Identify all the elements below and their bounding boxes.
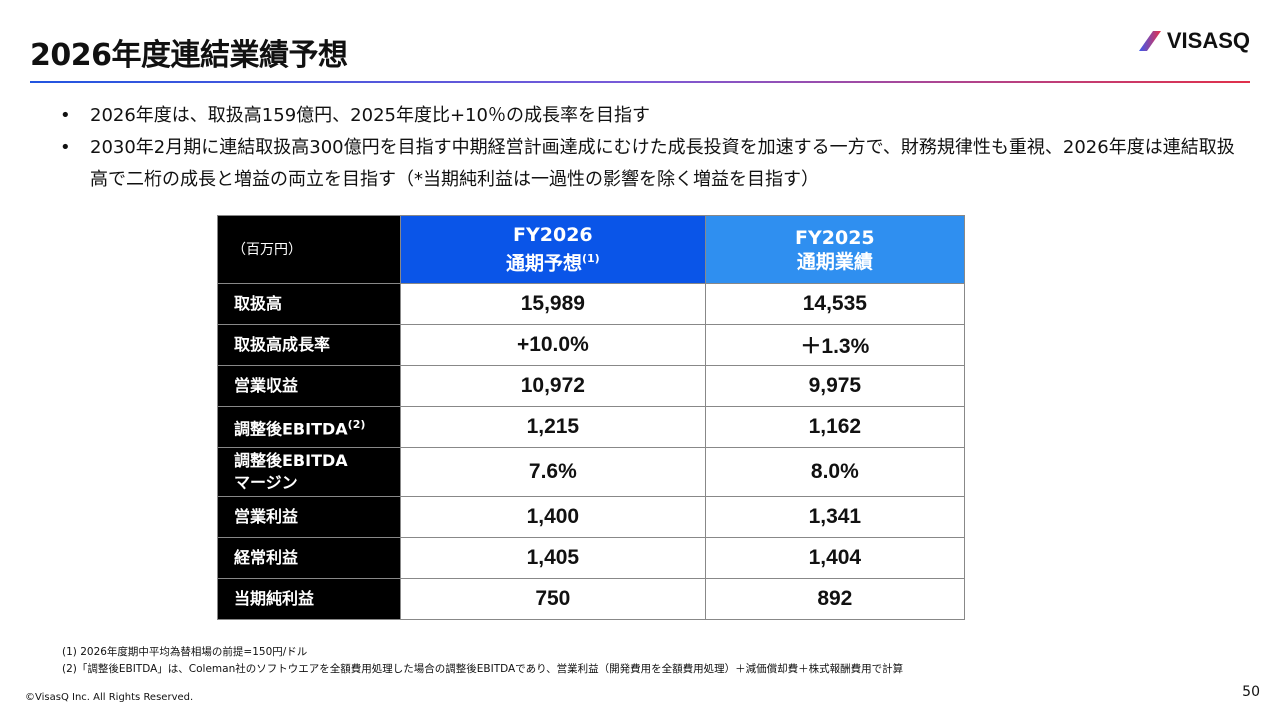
table-row: 調整後EBITDA(2) 1,215 1,162 xyxy=(217,406,966,448)
unit-cell: （百万円） xyxy=(217,215,401,284)
footnotes: (1) 2026年度期中平均為替相場の前提=150円/ドル (2)「調整後EBIT… xyxy=(62,644,903,678)
row-label-text: 調整後EBITDA xyxy=(234,419,348,439)
value-cell: 1,404 xyxy=(704,537,966,579)
header-row: （百万円） FY2026 通期予想(1) FY2025 通期業績 xyxy=(217,215,966,284)
row-label-text: 営業利益 xyxy=(234,507,299,526)
row-label: 取扱高成長率 xyxy=(217,324,401,366)
value-cell: 892 xyxy=(704,578,966,620)
logo-text: VISASQ xyxy=(1166,28,1250,53)
bullet: 2026年度は、取扱高159億円、2025年度比+10％の成長率を目指す xyxy=(60,100,1240,132)
column-title: FY2025 xyxy=(795,226,875,249)
column-header: FY2026 通期予想(1) xyxy=(400,215,706,284)
row-label: 当期純利益 xyxy=(217,578,401,620)
row-label: 営業利益 xyxy=(217,496,401,538)
value-cell: +10.0% xyxy=(400,324,706,366)
table-head: （百万円） FY2026 通期予想(1) FY2025 通期業績 xyxy=(217,215,966,284)
value-cell: 15,989 xyxy=(400,283,706,325)
page-number: 50 xyxy=(1242,684,1260,700)
row-label-text: 当期純利益 xyxy=(234,589,315,608)
value-cell: 9,975 xyxy=(704,365,966,407)
value-cell: 750 xyxy=(400,578,706,620)
column-subtitle: 通期予想(1) xyxy=(401,247,705,275)
row-label-line: 調整後EBITDA xyxy=(234,451,348,470)
value-cell: ＋1.3% xyxy=(704,324,966,366)
bullet: 2030年2月期に連結取扱高300億円を目指す中期経営計画達成にむけた成長投資を… xyxy=(60,132,1240,196)
footnote-ref: (1) xyxy=(581,252,600,266)
table-row: 当期純利益 750 892 xyxy=(217,578,966,620)
column-title: FY2026 xyxy=(513,224,593,247)
forecast-table: （百万円） FY2026 通期予想(1) FY2025 通期業績 取扱高 15,989 1… xyxy=(217,215,966,620)
value-cell: 10,972 xyxy=(400,365,706,407)
title: 2026年度連結業績予想 xyxy=(30,38,348,73)
value-cell: 1,162 xyxy=(704,406,966,448)
footnote: (2)「調整後EBITDA」は、Coleman社のソフトウエアを全額費用処理した… xyxy=(62,663,904,675)
copyright: ©VisasQ Inc. All Rights Reserved. xyxy=(25,692,194,703)
value-cell: 1,405 xyxy=(400,537,706,579)
row-label-text: 取扱高成長率 xyxy=(234,335,331,354)
bullet-list: 2026年度は、取扱高159億円、2025年度比+10％の成長率を目指す2030… xyxy=(60,100,1240,196)
logo-mark xyxy=(1138,31,1161,51)
table-row: 取扱高成長率 +10.0% ＋1.3% xyxy=(217,324,966,366)
value-cell: 1,400 xyxy=(400,496,706,538)
row-label: 営業収益 xyxy=(217,365,401,407)
table-row: 調整後EBITDA マージン 7.6% 8.0% xyxy=(217,447,966,497)
value-cell: 8.0% xyxy=(704,447,966,497)
table-body: 取扱高 15,989 14,535 取扱高成長率 +10.0% ＋1.3% 営業収益 10,9… xyxy=(217,283,966,620)
column-subtitle-text: 通期業績 xyxy=(796,250,873,273)
table-row: 経常利益 1,405 1,404 xyxy=(217,537,966,579)
divider xyxy=(30,81,1250,83)
row-label: 調整後EBITDA(2) xyxy=(217,406,401,448)
table-row: 取扱高 15,989 14,535 xyxy=(217,283,966,325)
column-header: FY2025 通期業績 xyxy=(704,215,966,284)
row-label-text: 経常利益 xyxy=(234,548,299,567)
logo: VISASQ xyxy=(1138,28,1250,54)
value-cell: 7.6% xyxy=(400,447,706,497)
value-cell: 14,535 xyxy=(704,283,966,325)
row-label-line: マージン xyxy=(234,473,298,492)
row-label: 経常利益 xyxy=(217,537,401,579)
column-subtitle: 通期業績 xyxy=(706,250,964,274)
row-label: 調整後EBITDA マージン xyxy=(217,447,401,497)
value-cell: 1,215 xyxy=(400,406,706,448)
value-cell: 1,341 xyxy=(704,496,966,538)
row-label-text: 取扱高 xyxy=(234,294,283,313)
footnote-ref: (2) xyxy=(347,417,366,431)
footnote: (1) 2026年度期中平均為替相場の前提=150円/ドル xyxy=(62,646,308,658)
table-row: 営業収益 10,972 9,975 xyxy=(217,365,966,407)
column-subtitle-text: 通期予想 xyxy=(505,252,582,275)
row-label-text: 営業収益 xyxy=(234,376,299,395)
row-label: 取扱高 xyxy=(217,283,401,325)
table-row: 営業利益 1,400 1,341 xyxy=(217,496,966,538)
